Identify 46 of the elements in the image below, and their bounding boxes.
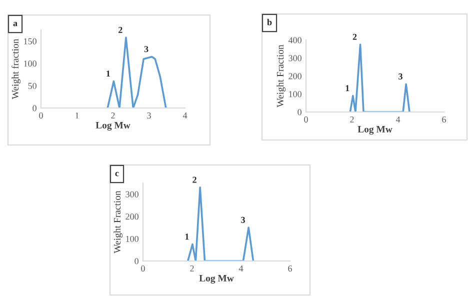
annotation: 1 — [185, 234, 189, 240]
y-tick-label: 300 — [126, 191, 138, 198]
x-axis-title: Log Mw — [358, 126, 392, 135]
y-tick-label: 50 — [28, 82, 36, 89]
annotation: 3 — [144, 46, 148, 52]
annotation: 1 — [106, 70, 110, 77]
annotation: 3 — [241, 216, 245, 223]
y-axis-title: Weight Fraction — [114, 190, 123, 254]
x-tick-label: 4 — [238, 265, 244, 272]
line-series — [106, 36, 167, 108]
annotation: 2 — [352, 34, 357, 40]
y-tick-label: 300 — [288, 55, 302, 62]
y-tick-label: 100 — [126, 236, 138, 242]
x-axis-title: Log Mw — [96, 122, 130, 131]
annotation: 3 — [398, 73, 402, 80]
text: b — [267, 18, 272, 26]
x-tick-label: 4 — [396, 116, 400, 122]
x-tick-label: 2 — [350, 116, 354, 122]
annotation: 2 — [118, 26, 122, 33]
x-tick-label: 4 — [182, 112, 188, 118]
y-tick-label: 100 — [289, 91, 302, 98]
text: a — [13, 22, 18, 26]
x-tick-label: 0 — [141, 265, 145, 272]
y-tick-label: 200 — [126, 214, 138, 220]
x-tick-label: 0 — [39, 112, 43, 119]
x-tick-label: 1 — [76, 112, 79, 118]
y-tick-label: 0 — [32, 105, 36, 112]
y-tick-label: 0 — [134, 258, 138, 264]
y-tick-label: 150 — [24, 38, 36, 44]
text: c — [115, 172, 119, 176]
x-tick-label: 3 — [147, 112, 151, 119]
y-axis-title: Weight fraction — [12, 38, 21, 100]
annotation: 1 — [346, 85, 350, 92]
annotation: 2 — [192, 176, 196, 183]
y-tick-label: 100 — [24, 60, 36, 67]
x-tick-label: 6 — [442, 116, 446, 123]
y-tick-label: 200 — [288, 73, 302, 80]
y-axis-title: Weight Fraction — [276, 44, 286, 108]
x-tick-label: 6 — [288, 265, 292, 272]
x-tick-label: 2 — [190, 265, 194, 272]
line-series — [349, 44, 410, 112]
y-tick-label: 400 — [288, 37, 302, 44]
x-tick-label: 2 — [111, 112, 115, 118]
line-series — [186, 186, 254, 261]
x-axis-title: Log Mw — [199, 275, 234, 284]
x-tick-label: 0 — [304, 116, 308, 123]
